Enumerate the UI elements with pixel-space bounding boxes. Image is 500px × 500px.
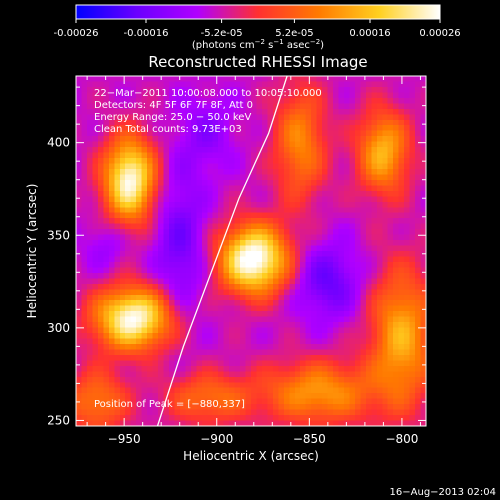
info-detectors: Detectors: 4F 5F 6F 7F 8F, Att 0: [94, 100, 253, 111]
y-tick-label: 250: [47, 413, 70, 427]
y-tick-label: 400: [47, 136, 70, 150]
y-tick-label: 350: [47, 228, 70, 242]
colorbar-ticks: -0.00026 -0.00016 -5.2e-05 5.2e-05 0.00016 0.…: [54, 19, 461, 39]
solar-limb-curve: [156, 75, 288, 427]
x-tick-label: −900: [200, 432, 233, 446]
colorbar-tick-label: -5.2e-05: [201, 28, 243, 39]
heatmap: [76, 75, 426, 427]
info-time-range: 22−Mar−2011 10:00:08.000 to 10:05:10.000: [94, 88, 322, 99]
colorbar-tick-label: 0.00016: [349, 28, 390, 39]
info-clean-counts: Clean Total counts: 9.73E+03: [94, 124, 242, 135]
colorbar-tick-label: -0.00026: [54, 28, 99, 39]
x-tick-label: −850: [293, 432, 326, 446]
plot-frame: [75, 75, 427, 427]
x-axis-label: Heliocentric X (arcsec): [183, 449, 319, 463]
colorbar-tick-label: 5.2e-05: [275, 28, 313, 39]
footer-date: 16−Aug−2013 02:04: [390, 487, 496, 498]
y-axis-label: Heliocentric Y (arcsec): [25, 184, 39, 319]
colorbar-tick-label: -0.00016: [124, 28, 169, 39]
colorbar-gradient: [75, 4, 441, 20]
info-energy-range: Energy Range: 25.0 − 50.0 keV: [94, 112, 251, 123]
y-tick-label: 300: [47, 321, 70, 335]
colorbar-tick-label: 0.00026: [419, 28, 460, 39]
chart-title: Reconstructed RHESSI Image: [148, 53, 367, 71]
axis-ticks: −950 −900 −850 −800 250 300 350 400: [47, 76, 426, 446]
colorbar-unit-label: (photons cm−2 s−1 asec−2): [192, 38, 324, 51]
colorbar: -0.00026 -0.00016 -5.2e-05 5.2e-05 0.00016 0.…: [54, 4, 461, 51]
info-block: 22−Mar−2011 10:00:08.000 to 10:05:10.000…: [94, 88, 322, 410]
heatmap-image: [76, 76, 426, 426]
peak-position-label: Position of Peak = [−880,337]: [94, 399, 245, 410]
x-tick-label: −800: [385, 432, 418, 446]
x-tick-label: −950: [108, 432, 141, 446]
